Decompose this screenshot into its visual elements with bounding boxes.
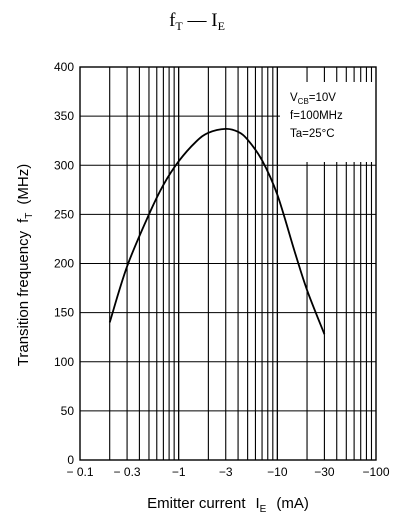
y-tick-label: 50	[61, 404, 75, 418]
y-tick-label: 300	[54, 158, 74, 172]
y-axis-label-symbol: f	[15, 218, 32, 223]
x-tick-label: −1	[172, 465, 186, 479]
title-second: I	[211, 10, 217, 31]
plot-frame	[79, 66, 377, 461]
x-axis-label: Emitter current IE (mA)	[147, 495, 309, 515]
y-tick-label: 100	[54, 355, 74, 369]
y-tick-label: 350	[54, 109, 74, 123]
x-axis-label-unit: (mA)	[276, 495, 309, 512]
x-axis-label-text: Emitter current	[147, 495, 246, 512]
y-tick-label: 200	[54, 257, 74, 271]
y-tick-labels: 0 50 100 150 200 250 300 350 400	[54, 60, 74, 467]
title-main: f	[169, 10, 176, 31]
y-tick-label: 400	[54, 60, 74, 74]
condition-line-1-main: V	[290, 92, 298, 104]
y-axis-label-symbol-sub: T	[24, 213, 35, 219]
x-tick-label: −10	[267, 465, 288, 479]
condition-line-1: VCB=10V	[290, 92, 336, 106]
x-tick-labels: − 0.1 − 0.3 −1 −3 −10 −30 −100	[66, 465, 389, 479]
x-tick-label: − 0.1	[66, 465, 93, 479]
y-tick-label: 250	[54, 207, 74, 221]
x-axis-label-symbol: I	[256, 495, 260, 512]
y-axis-label-unit: (MHz)	[15, 164, 32, 205]
x-tick-label: − 0.3	[114, 465, 141, 479]
condition-note-box	[280, 82, 376, 162]
chart-title: fT — IE	[169, 10, 225, 33]
series-line	[108, 127, 326, 335]
x-tick-label: −3	[219, 465, 233, 479]
x-axis-label-symbol-sub: E	[260, 504, 267, 515]
title-second-sub: E	[218, 19, 225, 33]
title-dash: —	[183, 10, 212, 31]
condition-note: VCB=10V f=100MHz Ta=25°C	[280, 82, 376, 162]
x-tick-label: −100	[362, 465, 389, 479]
y-axis-label-text: Transition frequency	[15, 230, 32, 366]
condition-line-1-rest: =10V	[309, 92, 337, 104]
title-main-sub: T	[175, 19, 183, 33]
y-axis-label: Transition frequency fT (MHz)	[15, 164, 35, 366]
y-tick-label: 0	[67, 453, 74, 467]
series-layer	[108, 127, 326, 335]
condition-line-1-sub: CB	[298, 97, 309, 106]
condition-line-2: f=100MHz	[290, 110, 343, 122]
x-tick-label: −30	[314, 465, 335, 479]
y-tick-label: 150	[54, 306, 74, 320]
condition-line-3: Ta=25°C	[290, 128, 335, 140]
